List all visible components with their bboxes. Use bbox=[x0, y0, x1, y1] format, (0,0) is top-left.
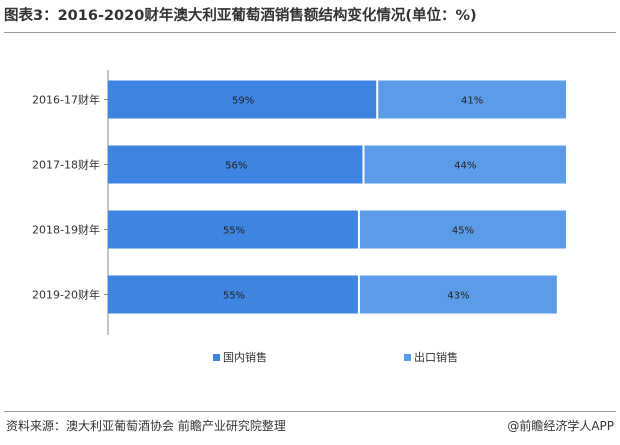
bar-value-label: 41% bbox=[461, 96, 483, 107]
bar-value-label: 43% bbox=[447, 291, 469, 302]
legend-label: 国内销售 bbox=[223, 350, 267, 364]
bar-value-label: 44% bbox=[454, 161, 476, 172]
chart-title: 图表3：2016-2020财年澳大利亚葡萄酒销售额结构变化情况(单位：%) bbox=[4, 8, 477, 24]
title-divider bbox=[4, 32, 616, 33]
bar-value-label: 55% bbox=[223, 226, 245, 237]
bar-domestic bbox=[108, 145, 363, 184]
footer-divider bbox=[4, 411, 616, 412]
bar-domestic bbox=[108, 210, 358, 249]
bar-value-label: 55% bbox=[223, 291, 245, 302]
stacked-bar-chart: 2016-17财年 59% 41% 2017-18财年 56% 44% 2018-19财年 5… bbox=[32, 70, 566, 364]
bar-domestic bbox=[108, 275, 358, 314]
bar-value-label: 59% bbox=[232, 96, 254, 107]
category-label: 2018-19财年 bbox=[32, 223, 100, 237]
bar-value-label: 45% bbox=[452, 226, 474, 237]
bar-export bbox=[364, 145, 566, 184]
legend-label: 出口销售 bbox=[414, 350, 458, 364]
brand-credit: @前瞻经济学人APP bbox=[507, 419, 614, 433]
bar-export bbox=[359, 275, 557, 314]
legend-swatch bbox=[404, 354, 411, 361]
bar-value-label: 56% bbox=[225, 161, 247, 172]
bar-export bbox=[359, 210, 566, 249]
category-label: 2017-18财年 bbox=[32, 158, 100, 172]
bar-export bbox=[378, 80, 566, 119]
source-note: 资料来源：澳大利亚葡萄酒协会 前瞻产业研究院整理 bbox=[6, 419, 286, 433]
bar-domestic bbox=[108, 80, 377, 119]
category-label: 2016-17财年 bbox=[32, 93, 100, 107]
legend-swatch bbox=[213, 354, 220, 361]
category-label: 2019-20财年 bbox=[32, 288, 100, 302]
